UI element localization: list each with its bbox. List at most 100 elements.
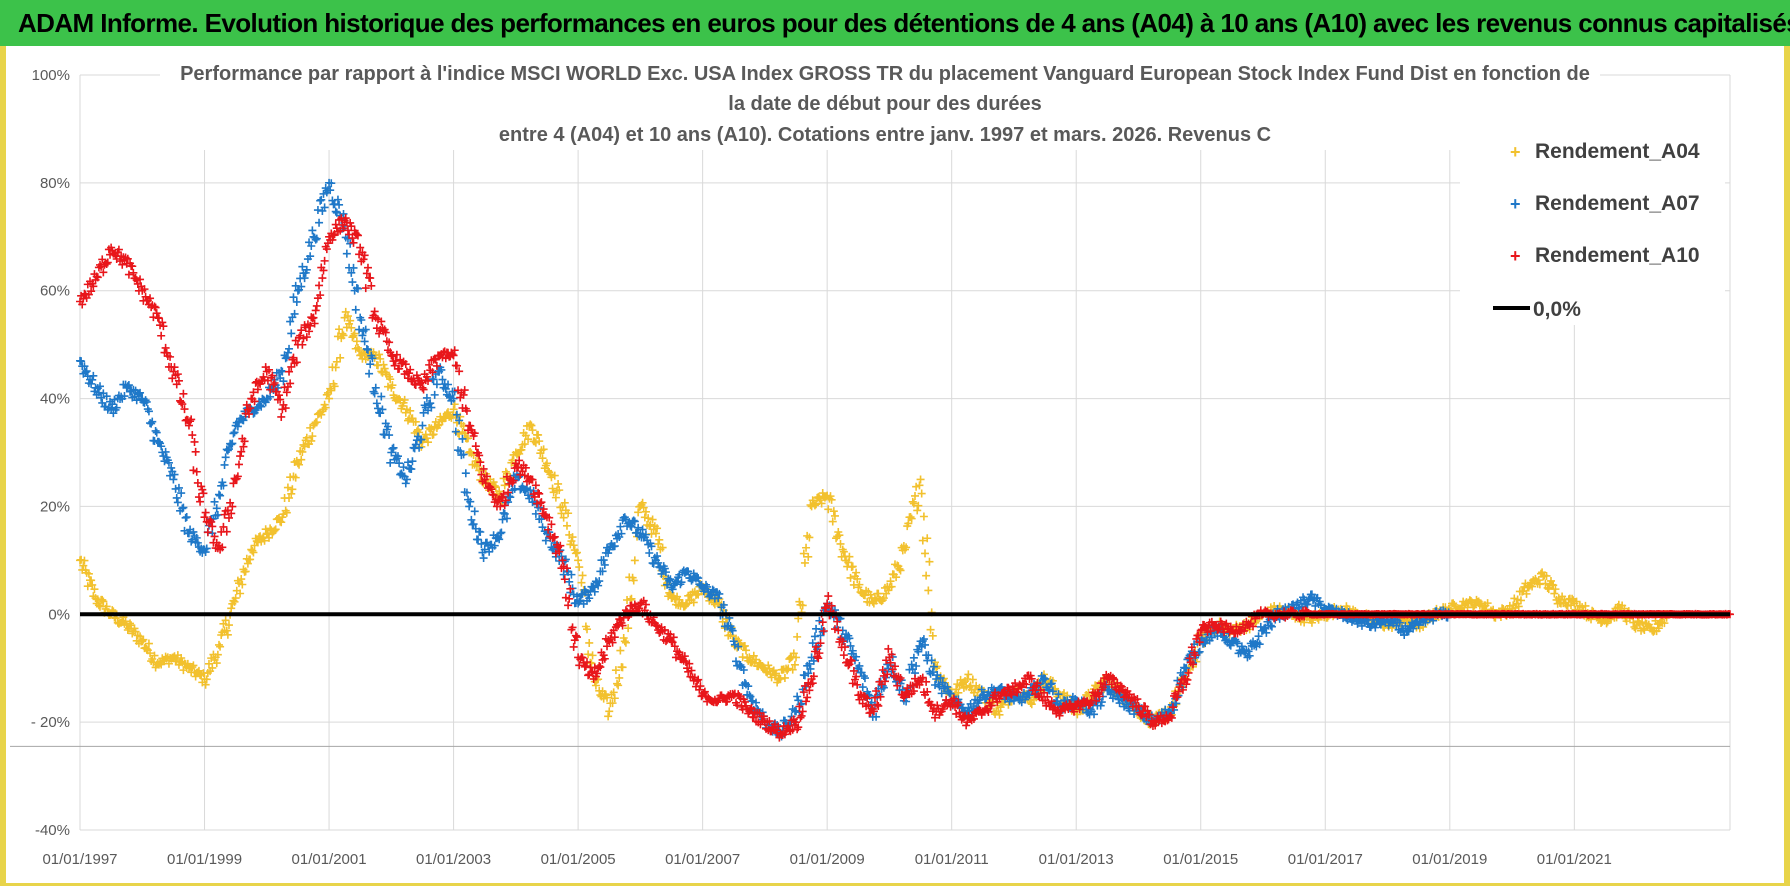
- data-point: [925, 557, 934, 566]
- x-tick-label: 01/01/2011: [915, 851, 989, 868]
- data-point: [452, 410, 461, 419]
- data-point: [124, 270, 133, 279]
- data-point: [366, 274, 375, 283]
- data-point: [347, 222, 356, 231]
- data-point: [430, 354, 439, 363]
- data-point: [449, 405, 458, 414]
- y-tick-label: 100%: [32, 67, 70, 84]
- x-tick-label: 01/01/1997: [42, 851, 117, 868]
- data-point: [93, 273, 102, 282]
- data-point: [476, 458, 485, 467]
- data-point: [1173, 693, 1182, 702]
- data-point: [575, 597, 584, 606]
- data-point: [899, 693, 908, 702]
- x-tick-label: 01/01/2017: [1288, 851, 1363, 868]
- data-point: [564, 601, 573, 610]
- data-point: [288, 485, 297, 494]
- data-point: [630, 556, 639, 565]
- data-point: [308, 314, 317, 323]
- data-point: [555, 486, 564, 495]
- data-point: [1048, 687, 1057, 696]
- data-point: [381, 328, 390, 337]
- data-point: [474, 535, 483, 544]
- data-point: [1151, 721, 1160, 730]
- legend-item-zero: 0,0%: [1493, 298, 1581, 321]
- data-point: [689, 598, 698, 607]
- data-point: [229, 429, 238, 438]
- data-point: [152, 428, 161, 437]
- data-point: [585, 638, 594, 647]
- data-point: [482, 472, 491, 481]
- data-point: [150, 436, 159, 445]
- data-point: [172, 493, 181, 502]
- data-point: [772, 669, 781, 678]
- data-point: [1183, 675, 1192, 684]
- data-point: [805, 659, 814, 668]
- data-point: [853, 574, 862, 583]
- data-point: [918, 673, 927, 682]
- data-point: [569, 541, 578, 550]
- data-point: [80, 289, 89, 298]
- data-point: [180, 405, 189, 414]
- data-point: [824, 505, 833, 514]
- data-point: [286, 379, 295, 388]
- data-point: [432, 380, 441, 389]
- data-point: [931, 713, 940, 722]
- data-point: [515, 456, 524, 465]
- data-point: [418, 421, 427, 430]
- data-point: [585, 594, 594, 603]
- data-point: [246, 555, 255, 564]
- data-point: [634, 523, 643, 532]
- data-point: [921, 640, 930, 649]
- data-point: [629, 576, 638, 585]
- data-point: [600, 654, 609, 663]
- data-point: [173, 498, 182, 507]
- data-point: [150, 302, 159, 311]
- data-point: [1639, 624, 1648, 633]
- data-point: [1195, 647, 1204, 656]
- data-point: [521, 463, 530, 472]
- data-point: [212, 504, 221, 513]
- data-point: [535, 489, 544, 498]
- data-point: [418, 383, 427, 392]
- data-point: [1133, 695, 1142, 704]
- data-point: [537, 498, 546, 507]
- data-point: [383, 382, 392, 391]
- data-point: [290, 309, 299, 318]
- data-point: [256, 401, 265, 410]
- data-point: [189, 527, 198, 536]
- data-point: [789, 715, 798, 724]
- data-point: [907, 660, 916, 669]
- data-point: [568, 533, 577, 542]
- data-point: [578, 571, 587, 580]
- data-point: [99, 597, 108, 606]
- data-point: [794, 723, 803, 732]
- data-point: [170, 470, 179, 479]
- chart-title: Performance par rapport à l'indice MSCI …: [160, 58, 1600, 150]
- data-point: [375, 329, 384, 338]
- data-point: [784, 721, 793, 730]
- data-point: [752, 698, 761, 707]
- data-point: [742, 646, 751, 655]
- data-point: [923, 687, 932, 696]
- data-point: [646, 520, 655, 529]
- data-point: [1654, 624, 1663, 633]
- data-point: [567, 570, 576, 579]
- data-point: [494, 533, 503, 542]
- data-point: [1027, 674, 1036, 683]
- data-point: [230, 428, 239, 437]
- data-point: [348, 234, 357, 243]
- data-point: [802, 697, 811, 706]
- data-point: [1137, 711, 1146, 720]
- data-point: [1191, 651, 1200, 660]
- data-point: [223, 446, 232, 455]
- data-point: [928, 631, 937, 640]
- data-point: [150, 651, 159, 660]
- data-point: [359, 255, 368, 264]
- data-point: [281, 404, 290, 413]
- data-point: [500, 501, 509, 510]
- data-point: [1551, 585, 1560, 594]
- data-point: [179, 503, 188, 512]
- data-point: [177, 489, 186, 498]
- data-point: [497, 528, 506, 537]
